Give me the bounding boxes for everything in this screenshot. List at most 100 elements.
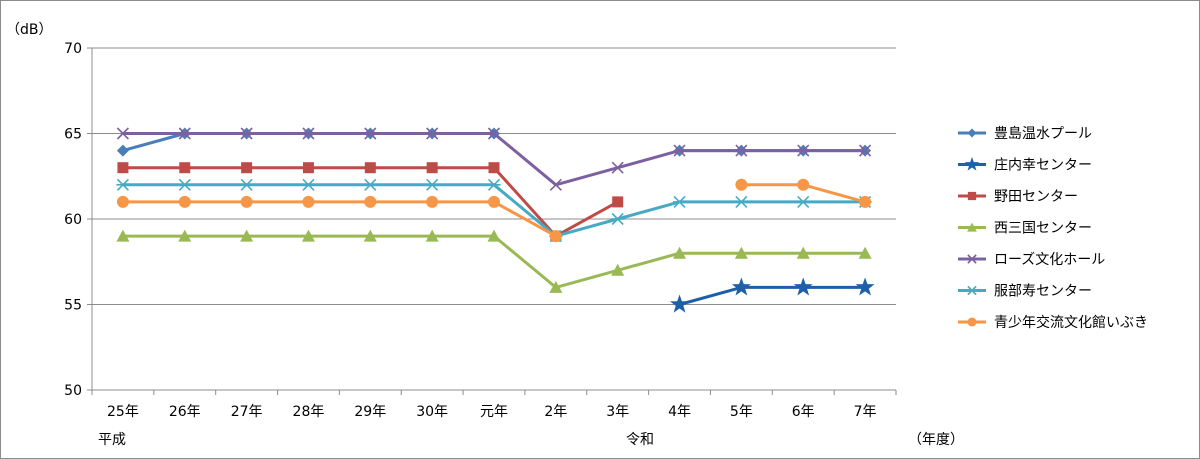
data-point [302,162,314,174]
data-point [301,178,316,191]
x-tick-label: 26年 [169,404,201,420]
x-tick-label: 7年 [854,404,877,420]
data-point [116,195,129,208]
data-point [179,162,191,174]
legend-swatch-marker [967,191,977,201]
data-point [241,162,253,174]
marker-stroke [487,127,501,140]
series-1 [670,277,875,313]
data-point [859,195,872,208]
series-line [122,183,866,238]
legend-entry: 庄内幸センター [958,157,1092,174]
data-point [426,162,438,174]
y-tick-label: 60 [64,212,82,228]
y-tick-label: 55 [64,298,82,314]
data-point [488,195,500,208]
legend-label: 青少年交流文化館いぶき [994,314,1148,331]
data-point [116,229,130,242]
gridlines [92,47,896,391]
y-axis-unit-label: （dB） [6,22,53,38]
data-point [487,178,501,191]
legend-swatch-marker [967,285,977,296]
data-point [549,230,562,243]
data-point [670,294,690,313]
marker-stroke [859,144,872,157]
x-tick-label: 29年 [354,404,386,420]
era-label-reiwa: 令和 [626,432,654,448]
data-point [796,195,810,208]
legend-swatch-marker [967,128,977,138]
era-label-heisei: 平成 [98,432,126,448]
data-point [363,178,377,191]
data-point [426,195,439,208]
y-tick-label: 70 [64,41,82,57]
legend-label: 西三国センター [994,221,1092,237]
data-point [735,178,748,191]
x-tick-label: 27年 [231,404,263,420]
data-point [734,246,748,259]
data-point [549,178,562,191]
legend-entry: ローズ文化ホール [958,252,1105,268]
marker-stroke [797,144,810,157]
data-point [302,127,315,140]
data-point [117,162,129,174]
data-point [302,195,315,208]
series-line [122,200,557,238]
data-point [301,229,315,242]
data-point [116,144,129,157]
data-point [364,127,377,140]
data-point [735,144,748,157]
data-point [796,246,810,259]
x-tick-label: 6年 [792,404,815,420]
data-point [612,196,624,208]
data-point [731,277,751,296]
legend-entry: 服部寿センター [958,283,1092,300]
legend: 豊島温水プール庄内幸センター野田センター西三国センターローズ文化ホール服部寿セン… [958,126,1148,331]
data-point [611,212,625,226]
marker-stroke [967,254,977,264]
data-point [178,127,191,140]
series-line [122,132,866,187]
legend-swatch-marker [967,254,977,264]
x-axis-unit-label: （年度） [908,432,964,448]
data-point [673,246,687,259]
legend-entry: 西三国センター [958,221,1092,237]
legend-label: 庄内幸センター [994,157,1092,174]
series-4 [116,127,872,191]
legend-label: ローズ文化ホール [994,252,1105,268]
data-point [487,127,501,140]
marker-stroke [673,144,686,157]
legend-label: 野田センター [994,189,1078,205]
marker-stroke [116,127,129,140]
data-point [240,127,253,140]
series-6 [116,178,872,243]
x-tick-label: 3年 [606,404,629,420]
legend-swatch-marker [964,157,980,171]
x-tick-label: 元年 [480,404,508,420]
marker-stroke [735,144,748,157]
data-point [240,195,253,208]
series-line [679,285,866,306]
legend-entry: 野田センター [958,189,1078,205]
x-tick-label: 30年 [416,404,448,420]
series-3 [116,229,872,293]
legend-entry: 豊島温水プール [958,126,1092,142]
legend-label: 服部寿センター [994,283,1092,300]
data-point [116,178,130,191]
data-point [611,263,625,276]
data-point [611,161,624,174]
data-point [488,162,500,174]
data-point [363,229,377,242]
legend-entry: 青少年交流文化館いぶき [958,314,1148,331]
data-point [178,178,192,191]
data-point [425,178,439,191]
data-point [116,127,129,140]
data-point [673,144,686,157]
data-point [734,195,748,208]
data-point [178,229,192,242]
legend-swatch-marker [967,222,977,232]
data-point [797,178,810,191]
y-tick-label: 65 [64,127,82,143]
